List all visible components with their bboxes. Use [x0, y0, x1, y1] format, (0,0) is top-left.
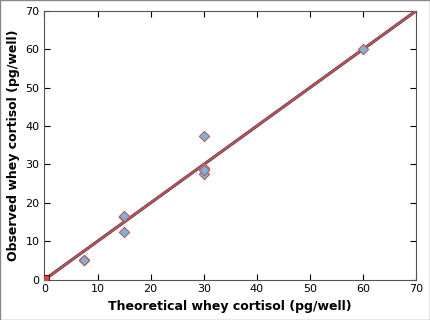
Point	[200, 133, 207, 138]
Point	[41, 277, 48, 282]
X-axis label: Theoretical whey cortisol (pg/well): Theoretical whey cortisol (pg/well)	[108, 300, 352, 313]
Point	[121, 229, 128, 234]
Point	[200, 172, 207, 177]
Y-axis label: Observed whey cortisol (pg/well): Observed whey cortisol (pg/well)	[7, 29, 20, 261]
Point	[81, 257, 88, 262]
Point	[121, 215, 128, 220]
Point	[200, 168, 207, 173]
Point	[359, 47, 366, 52]
Point	[81, 258, 88, 263]
Point	[121, 214, 128, 219]
Point	[200, 166, 207, 171]
